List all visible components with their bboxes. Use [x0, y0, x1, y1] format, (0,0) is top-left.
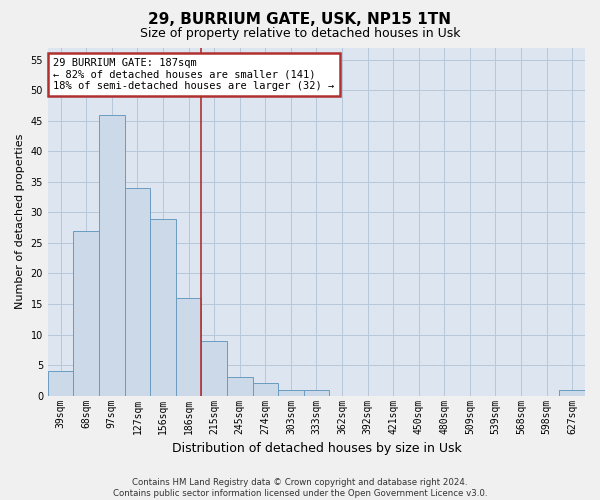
Bar: [99, 114, 125, 396]
Text: Size of property relative to detached houses in Usk: Size of property relative to detached ho…: [140, 28, 460, 40]
Y-axis label: Number of detached properties: Number of detached properties: [15, 134, 25, 310]
Text: Contains HM Land Registry data © Crown copyright and database right 2024.
Contai: Contains HM Land Registry data © Crown c…: [113, 478, 487, 498]
Bar: [227, 378, 253, 396]
Bar: [176, 298, 202, 396]
Text: 29 BURRIUM GATE: 187sqm
← 82% of detached houses are smaller (141)
18% of semi-d: 29 BURRIUM GATE: 187sqm ← 82% of detache…: [53, 58, 335, 91]
Bar: [202, 340, 227, 396]
X-axis label: Distribution of detached houses by size in Usk: Distribution of detached houses by size …: [172, 442, 461, 455]
Bar: [253, 384, 278, 396]
Bar: [48, 371, 73, 396]
Text: 29, BURRIUM GATE, USK, NP15 1TN: 29, BURRIUM GATE, USK, NP15 1TN: [149, 12, 452, 28]
Bar: [278, 390, 304, 396]
Bar: [125, 188, 150, 396]
Bar: [304, 390, 329, 396]
Bar: [73, 230, 99, 396]
Bar: [559, 390, 585, 396]
Bar: [150, 218, 176, 396]
